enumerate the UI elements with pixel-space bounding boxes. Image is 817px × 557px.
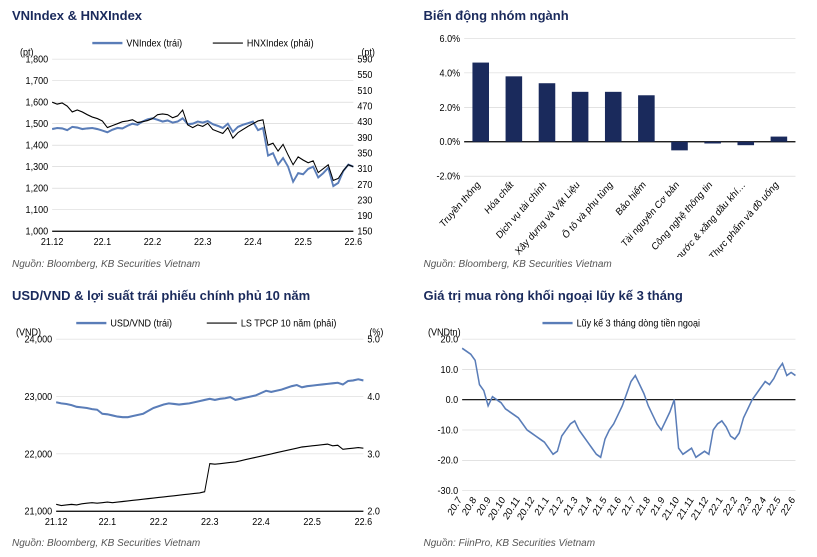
panel3-source: Nguồn: Bloomberg, KB Securities Vietnam <box>12 538 394 549</box>
svg-text:3.0: 3.0 <box>367 448 380 460</box>
svg-text:22.6: 22.6 <box>345 237 363 249</box>
svg-text:22.2: 22.2 <box>721 494 739 517</box>
svg-text:270: 270 <box>357 179 373 191</box>
svg-text:390: 390 <box>357 132 373 144</box>
svg-text:LS TPCP 10 năm (phải): LS TPCP 10 năm (phải) <box>241 317 336 329</box>
svg-text:22.6: 22.6 <box>355 516 373 528</box>
svg-text:23,000: 23,000 <box>25 391 53 403</box>
svg-text:22.3: 22.3 <box>735 494 753 517</box>
svg-text:0.0%: 0.0% <box>439 137 460 149</box>
svg-text:230: 230 <box>357 195 373 207</box>
svg-text:5.0: 5.0 <box>367 334 380 346</box>
svg-text:-10.0: -10.0 <box>437 424 458 436</box>
svg-text:-2.0%: -2.0% <box>436 171 460 183</box>
svg-text:1,100: 1,100 <box>26 205 49 217</box>
panel3-title: USD/VND & lợi suất trái phiếu chính phủ … <box>12 288 394 303</box>
svg-text:550: 550 <box>357 70 373 82</box>
dashboard-grid: VNIndex & HNXIndex VNIndex (trái) HNXInde… <box>12 8 805 549</box>
svg-text:1,400: 1,400 <box>26 140 49 152</box>
svg-text:Tài nguyên Cơ bản: Tài nguyên Cơ bản <box>619 179 681 250</box>
svg-text:USD/VND (trái): USD/VND (trái) <box>110 317 172 329</box>
svg-text:Xây dựng và Vật Liệu: Xây dựng và Vật Liệu <box>513 179 582 256</box>
svg-text:21.5: 21.5 <box>590 494 608 517</box>
panel4-chart: Lũy kế 3 tháng dòng tiền ngoại(VNDtn)-30… <box>424 307 806 537</box>
panel3-chart: USD/VND (trái)LS TPCP 10 năm (phải)(VND)… <box>12 307 394 537</box>
svg-text:22.4: 22.4 <box>750 494 769 518</box>
svg-text:21.12: 21.12 <box>41 237 64 249</box>
svg-text:24,000: 24,000 <box>25 334 53 346</box>
svg-text:510: 510 <box>357 85 373 97</box>
panel-usdvnd-bond: USD/VND & lợi suất trái phiếu chính phủ … <box>12 288 394 550</box>
svg-text:22.1: 22.1 <box>94 237 112 249</box>
svg-text:Bảo hiểm: Bảo hiểm <box>614 179 648 218</box>
panel1-title: VNIndex & HNXIndex <box>12 8 394 23</box>
panel4-title: Giá trị mua ròng khối ngoại lũy kế 3 thá… <box>424 288 806 303</box>
svg-text:20.0: 20.0 <box>440 334 458 346</box>
svg-text:21.8: 21.8 <box>634 494 652 517</box>
svg-text:22,000: 22,000 <box>25 448 53 460</box>
svg-text:22.5: 22.5 <box>764 494 782 517</box>
svg-text:22.1: 22.1 <box>706 494 724 517</box>
svg-text:Lũy kế 3 tháng dòng tiền ngoại: Lũy kế 3 tháng dòng tiền ngoại <box>576 317 699 329</box>
svg-text:190: 190 <box>357 211 373 223</box>
svg-text:21.2: 21.2 <box>547 494 565 517</box>
svg-text:1,500: 1,500 <box>26 119 49 131</box>
svg-text:0.0: 0.0 <box>445 394 458 406</box>
svg-text:21.12: 21.12 <box>45 516 68 528</box>
svg-text:VNIndex (trái): VNIndex (trái) <box>126 38 182 50</box>
svg-text:HNXIndex (phải): HNXIndex (phải) <box>247 38 314 50</box>
svg-text:4.0: 4.0 <box>367 391 380 403</box>
svg-text:22.5: 22.5 <box>294 237 312 249</box>
svg-text:22.3: 22.3 <box>201 516 219 528</box>
svg-text:21.1: 21.1 <box>532 494 550 517</box>
panel1-chart: VNIndex (trái)HNXIndex (phải)(pt)(pt)1,0… <box>12 27 394 257</box>
svg-text:22.2: 22.2 <box>144 237 162 249</box>
svg-text:21.7: 21.7 <box>619 494 637 517</box>
svg-text:350: 350 <box>357 148 373 160</box>
svg-text:22.5: 22.5 <box>303 516 321 528</box>
svg-text:22.3: 22.3 <box>194 237 212 249</box>
svg-text:310: 310 <box>357 164 373 176</box>
panel-foreign-netbuy: Giá trị mua ròng khối ngoại lũy kế 3 thá… <box>424 288 806 550</box>
svg-text:22.1: 22.1 <box>99 516 117 528</box>
svg-text:-20.0: -20.0 <box>437 455 458 467</box>
svg-text:Truyền thông: Truyền thông <box>438 179 483 230</box>
svg-text:6.0%: 6.0% <box>439 33 460 45</box>
svg-text:Công nghệ thông tin: Công nghệ thông tin <box>649 179 714 253</box>
panel2-chart: -2.0% 0.0% 2.0% 4.0% 6.0% Truyền thôngHóa chấ… <box>424 27 806 257</box>
svg-text:22.2: 22.2 <box>150 516 168 528</box>
svg-text:21.3: 21.3 <box>561 494 579 517</box>
svg-text:1,200: 1,200 <box>26 183 49 195</box>
svg-text:1,600: 1,600 <box>26 97 49 109</box>
panel4-source: Nguồn: FiinPro, KB Securities Vietnam <box>424 538 806 549</box>
panel2-source: Nguồn: Bloomberg, KB Securities Vietnam <box>424 259 806 270</box>
svg-text:1,700: 1,700 <box>26 76 49 88</box>
svg-text:22.6: 22.6 <box>779 494 797 517</box>
svg-text:4.0%: 4.0% <box>439 68 460 80</box>
svg-text:Hóa chất: Hóa chất <box>483 179 516 217</box>
svg-text:590: 590 <box>357 54 373 66</box>
svg-text:430: 430 <box>357 117 373 129</box>
svg-text:21.4: 21.4 <box>576 494 595 518</box>
svg-text:22.4: 22.4 <box>252 516 270 528</box>
panel-sector-movement: Biến động nhóm ngành -2.0% 0.0% 2.0% 4.0% 6.… <box>424 8 806 270</box>
svg-text:1,800: 1,800 <box>26 54 49 66</box>
panel1-source: Nguồn: Bloomberg, KB Securities Vietnam <box>12 259 394 270</box>
svg-text:1,300: 1,300 <box>26 162 49 174</box>
svg-text:20.8: 20.8 <box>460 494 478 517</box>
svg-text:470: 470 <box>357 101 373 113</box>
panel-vnindex-hnxindex: VNIndex & HNXIndex VNIndex (trái) HNXInde… <box>12 8 394 270</box>
panel2-title: Biến động nhóm ngành <box>424 8 806 23</box>
svg-text:10.0: 10.0 <box>440 364 458 376</box>
svg-text:2.0%: 2.0% <box>439 102 460 114</box>
svg-text:21.6: 21.6 <box>605 494 623 517</box>
svg-text:20.7: 20.7 <box>445 494 463 517</box>
svg-text:22.4: 22.4 <box>244 237 262 249</box>
